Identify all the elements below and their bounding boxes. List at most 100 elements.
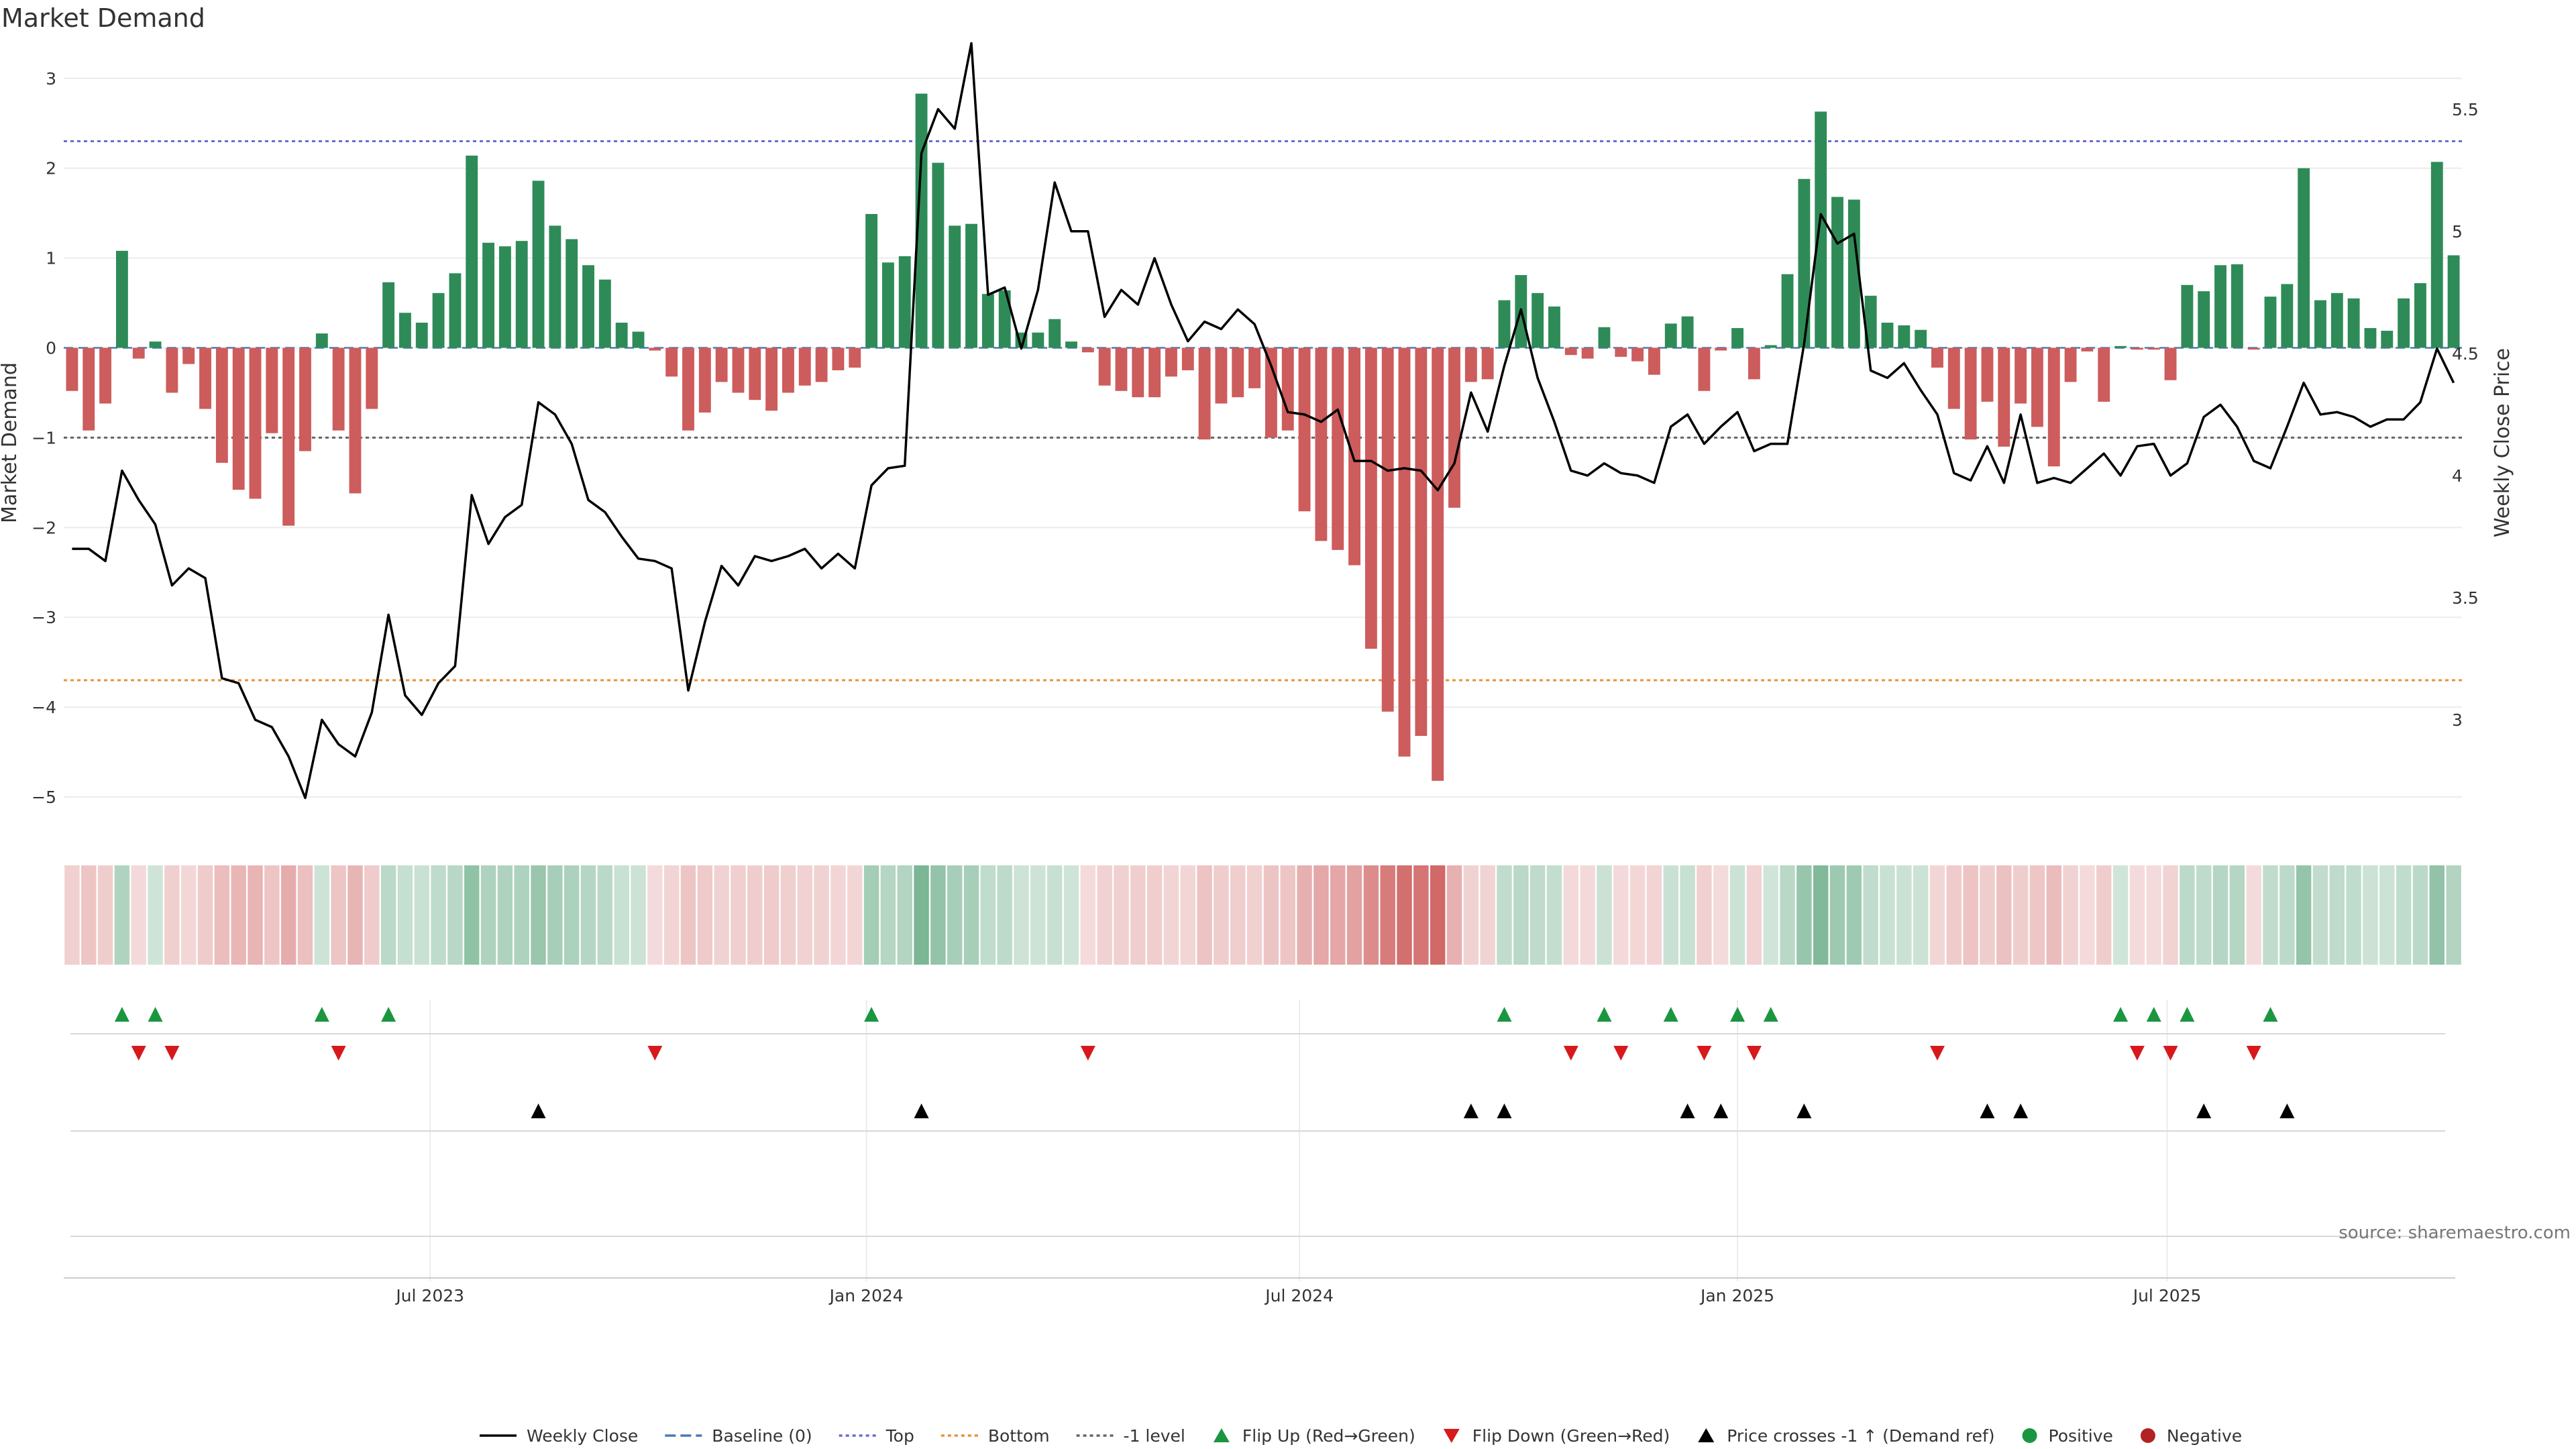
- heat-cell: [697, 865, 713, 965]
- demand-bar: [115, 250, 128, 348]
- legend-label: -1 level: [1124, 1426, 1185, 1446]
- heat-cell: [314, 865, 330, 965]
- heat-cell: [1546, 865, 1562, 965]
- heat-cell: [597, 865, 613, 965]
- legend-label: Weekly Close: [527, 1426, 638, 1446]
- demand-bar: [765, 347, 778, 411]
- heat-cell: [280, 865, 297, 965]
- flip-up-marker: [381, 1007, 396, 1022]
- demand-bar: [1831, 197, 1843, 348]
- demand-bar: [2181, 284, 2194, 348]
- heat-cell: [663, 865, 680, 965]
- weekly-close-series: [72, 42, 2455, 800]
- flip-up-marker: [2180, 1007, 2195, 1022]
- demand-bar: [299, 347, 311, 451]
- demand-bar: [2414, 283, 2426, 348]
- heat-cell: [1463, 865, 1479, 965]
- x-tick-label: Jan 2025: [1699, 1286, 1774, 1305]
- heat-cell: [148, 865, 163, 965]
- heat-cell: [2246, 865, 2261, 965]
- demand-bar: [1364, 347, 1377, 649]
- demand-bar: [981, 294, 994, 348]
- y2-tick-label: 3: [2452, 710, 2463, 730]
- legend: Weekly Close Baseline (0) Top Bottom -1 leve…: [480, 1426, 2242, 1446]
- heat-cell: [547, 865, 563, 965]
- y-tick-label: 1: [46, 249, 56, 268]
- demand-bar: [215, 347, 228, 463]
- source-note: source: sharemaestro.com: [2339, 1223, 2571, 1243]
- price-cross-marker: [531, 1104, 546, 1118]
- heat-cell: [2029, 865, 2045, 965]
- flip-down-marker: [2163, 1046, 2178, 1061]
- demand-bar: [849, 347, 861, 368]
- demand-bar: [1798, 178, 1811, 348]
- demand-bar: [1781, 274, 1794, 348]
- heat-cell: [1246, 865, 1263, 965]
- demand-bar: [498, 246, 511, 348]
- heat-cell: [1446, 865, 1462, 965]
- demand-bar: [1049, 319, 1061, 348]
- demand-bar: [532, 180, 545, 348]
- y-tick-label: 2: [46, 159, 56, 178]
- demand-bar: [1165, 347, 1177, 377]
- demand-bar: [1581, 347, 1594, 359]
- legend-swatch: [1213, 1428, 1230, 1442]
- demand-bar: [1664, 323, 1677, 348]
- demand-bar: [998, 290, 1011, 348]
- demand-bar: [715, 347, 728, 382]
- demand-bar: [1464, 347, 1477, 382]
- demand-bar: [1498, 300, 1511, 348]
- legend-swatch: [1698, 1428, 1715, 1442]
- demand-bar: [1947, 347, 1960, 409]
- heat-cell: [347, 865, 363, 965]
- heat-cell: [680, 865, 696, 965]
- demand-bar: [1764, 345, 1777, 348]
- demand-bar: [2131, 347, 2143, 350]
- demand-bar: [432, 292, 445, 348]
- heat-cell: [1263, 865, 1279, 965]
- demand-bar: [149, 341, 162, 348]
- heat-cell: [880, 865, 896, 965]
- heat-cell: [1413, 865, 1429, 965]
- heat-cell: [2180, 865, 2195, 965]
- demand-bar: [1998, 347, 2010, 447]
- demand-bar: [1215, 347, 1228, 404]
- heat-cell: [364, 865, 380, 965]
- heat-cell: [1597, 865, 1612, 965]
- demand-bar: [649, 347, 661, 351]
- heat-cell: [380, 865, 396, 965]
- demand-bar: [1298, 347, 1311, 512]
- demand-bar: [1648, 347, 1660, 375]
- demand-bar: [249, 347, 262, 499]
- price-cross-marker: [1980, 1104, 1995, 1118]
- heat-cell: [1846, 865, 1862, 965]
- heat-cell: [2212, 865, 2229, 965]
- heat-cell: [1680, 865, 1695, 965]
- heat-cell: [1030, 865, 1046, 965]
- heat-cell: [1130, 865, 1146, 965]
- heat-cell: [81, 865, 97, 965]
- demand-bar: [2264, 297, 2277, 348]
- demand-bar: [1532, 292, 1544, 348]
- demand-bar: [282, 347, 295, 526]
- heat-cell: [731, 865, 746, 965]
- heat-cell: [814, 865, 829, 965]
- heat-cell: [2396, 865, 2412, 965]
- heat-cell: [1880, 865, 1895, 965]
- heat-cell: [531, 865, 546, 965]
- demand-bar: [2314, 300, 2326, 348]
- heat-cell: [1230, 865, 1246, 965]
- price-cross-marker: [2013, 1104, 2029, 1118]
- heat-cell: [2096, 865, 2112, 965]
- heat-cell: [331, 865, 346, 965]
- heat-cell: [1080, 865, 1096, 965]
- heat-cell: [264, 865, 280, 965]
- demand-bar: [332, 347, 345, 431]
- demand-bar: [665, 347, 678, 377]
- heat-cell: [1863, 865, 1878, 965]
- demand-bar: [366, 347, 378, 409]
- flip-down-marker: [1080, 1046, 1095, 1061]
- heat-cell: [1330, 865, 1346, 965]
- demand-bar: [949, 225, 961, 348]
- demand-bar: [2281, 284, 2294, 348]
